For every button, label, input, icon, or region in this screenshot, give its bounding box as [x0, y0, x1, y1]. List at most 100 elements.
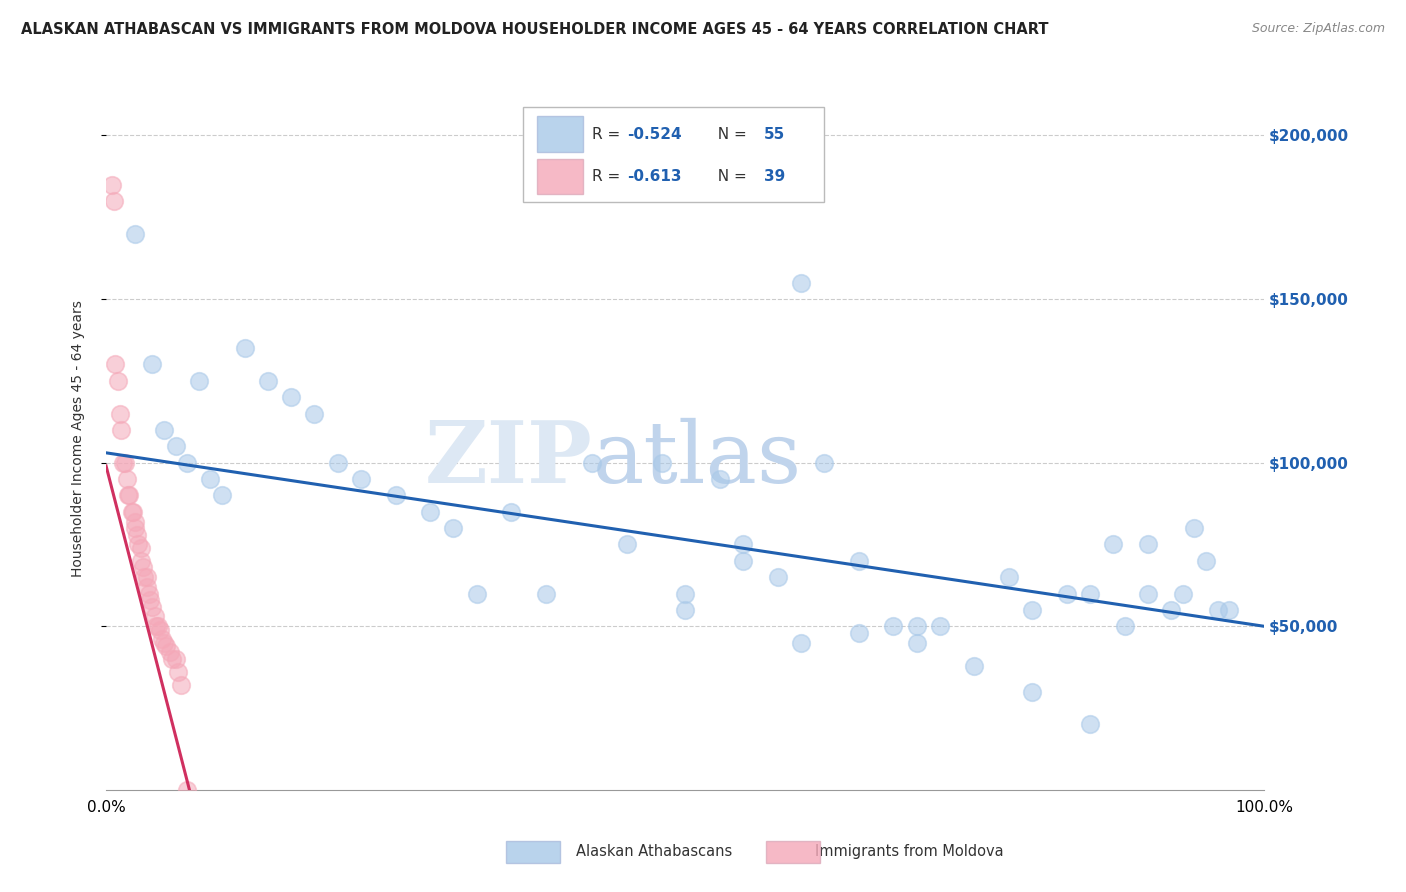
- Point: [143, 609, 166, 624]
- Point: [1114, 619, 1136, 633]
- Point: [441, 521, 464, 535]
- Point: [108, 407, 131, 421]
- Point: [155, 639, 177, 653]
- Point: [1218, 603, 1240, 617]
- Point: [350, 472, 373, 486]
- Point: [813, 456, 835, 470]
- Point: [124, 227, 146, 241]
- Point: [146, 619, 169, 633]
- Point: [134, 570, 156, 584]
- Point: [1078, 586, 1101, 600]
- Point: [159, 645, 181, 659]
- Point: [1182, 521, 1205, 535]
- Point: [616, 537, 638, 551]
- Point: [121, 505, 143, 519]
- Point: [1195, 554, 1218, 568]
- Point: [1137, 586, 1160, 600]
- Point: [848, 625, 870, 640]
- Point: [673, 603, 696, 617]
- Point: [790, 276, 813, 290]
- Point: [118, 488, 141, 502]
- Point: [848, 554, 870, 568]
- Point: [145, 619, 167, 633]
- Text: N =: N =: [709, 127, 752, 142]
- Text: Source: ZipAtlas.com: Source: ZipAtlas.com: [1251, 22, 1385, 36]
- Point: [124, 515, 146, 529]
- Point: [110, 423, 132, 437]
- Point: [465, 586, 488, 600]
- Point: [176, 456, 198, 470]
- Text: -0.524: -0.524: [627, 127, 682, 142]
- Point: [141, 358, 163, 372]
- Point: [1021, 603, 1043, 617]
- Point: [1056, 586, 1078, 600]
- Point: [963, 658, 986, 673]
- Bar: [537, 117, 583, 152]
- Text: atlas: atlas: [592, 417, 801, 500]
- Point: [135, 580, 157, 594]
- Point: [1171, 586, 1194, 600]
- Point: [731, 537, 754, 551]
- Bar: [523, 107, 824, 202]
- Text: Alaskan Athabascans: Alaskan Athabascans: [576, 845, 733, 859]
- Point: [115, 472, 138, 486]
- Point: [127, 527, 149, 541]
- Text: N =: N =: [709, 169, 752, 185]
- Point: [673, 586, 696, 600]
- Text: R =: R =: [592, 169, 630, 185]
- Point: [233, 341, 256, 355]
- Point: [1206, 603, 1229, 617]
- Point: [160, 652, 183, 666]
- Point: [132, 560, 155, 574]
- Point: [304, 407, 326, 421]
- Point: [581, 456, 603, 470]
- Point: [384, 488, 406, 502]
- Y-axis label: Householder Income Ages 45 - 64 years: Householder Income Ages 45 - 64 years: [72, 300, 86, 576]
- Point: [200, 472, 222, 486]
- Point: [129, 541, 152, 555]
- Point: [790, 635, 813, 649]
- Point: [905, 619, 928, 633]
- Point: [998, 570, 1021, 584]
- Point: [905, 635, 928, 649]
- Point: [257, 374, 280, 388]
- Text: ZIP: ZIP: [425, 417, 592, 501]
- Point: [419, 505, 441, 519]
- Point: [165, 439, 187, 453]
- Text: -0.613: -0.613: [627, 169, 682, 185]
- Point: [153, 635, 176, 649]
- Point: [534, 586, 557, 600]
- Point: [135, 570, 157, 584]
- Point: [1160, 603, 1182, 617]
- Point: [166, 665, 188, 679]
- Point: [187, 374, 209, 388]
- Point: [882, 619, 904, 633]
- Point: [129, 554, 152, 568]
- Point: [112, 456, 135, 470]
- Point: [139, 593, 162, 607]
- Point: [211, 488, 233, 502]
- Point: [141, 599, 163, 614]
- Text: R =: R =: [592, 127, 626, 142]
- Text: Immigrants from Moldova: Immigrants from Moldova: [815, 845, 1004, 859]
- Point: [117, 488, 139, 502]
- Point: [1078, 717, 1101, 731]
- Point: [153, 423, 176, 437]
- Point: [170, 678, 193, 692]
- Point: [103, 194, 125, 208]
- Point: [121, 505, 143, 519]
- Point: [104, 358, 127, 372]
- Point: [766, 570, 789, 584]
- Point: [280, 390, 302, 404]
- Point: [114, 456, 136, 470]
- Point: [1102, 537, 1125, 551]
- Point: [149, 623, 172, 637]
- Point: [1021, 684, 1043, 698]
- Text: 39: 39: [763, 169, 785, 185]
- Point: [150, 632, 173, 647]
- Point: [138, 586, 160, 600]
- Bar: [537, 159, 583, 194]
- Point: [101, 178, 124, 192]
- Point: [651, 456, 673, 470]
- Text: 55: 55: [763, 127, 785, 142]
